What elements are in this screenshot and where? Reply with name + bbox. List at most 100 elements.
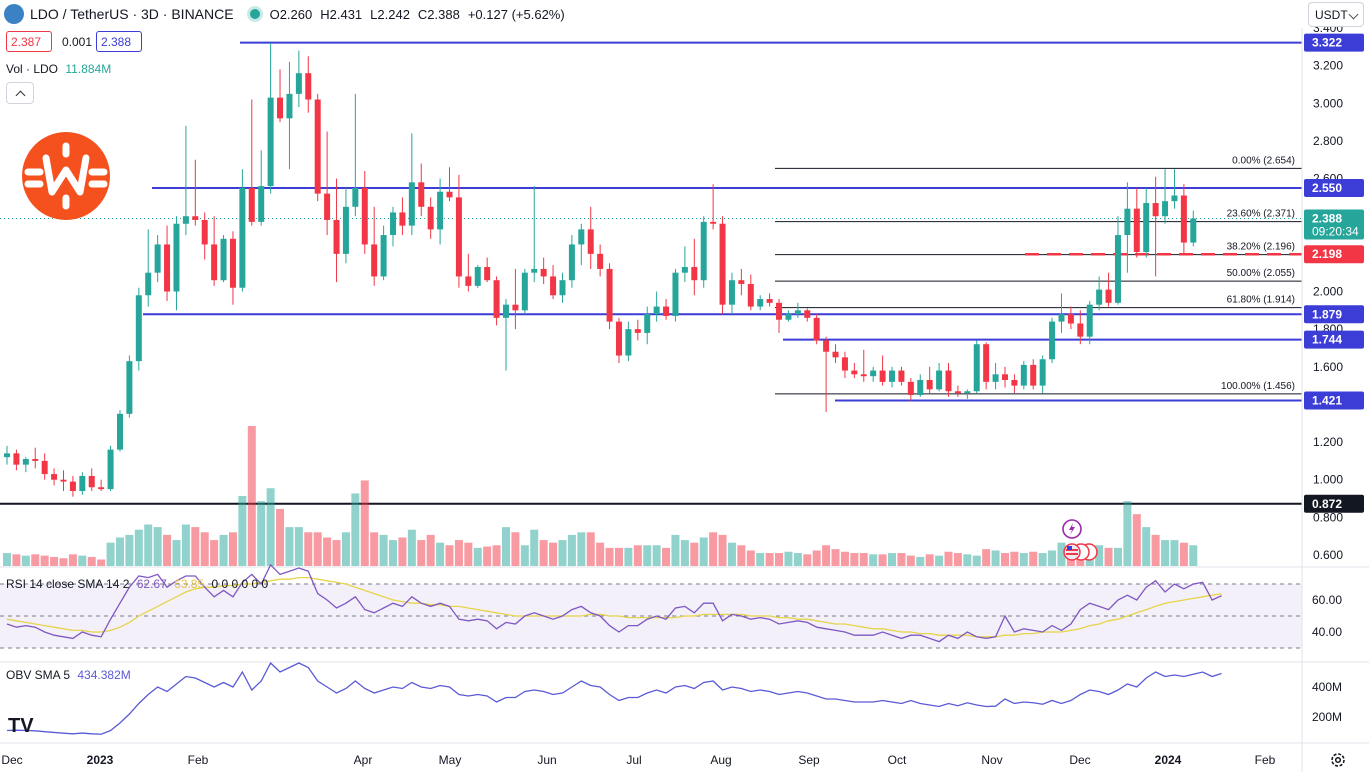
- price-label-tag[interactable]: [1304, 494, 1364, 513]
- volume-bar: [1104, 547, 1113, 566]
- volume-bar: [332, 540, 341, 566]
- candle-body: [644, 314, 651, 333]
- ldo-logo-icon: [4, 4, 24, 24]
- candle-body: [615, 321, 622, 356]
- fib-level-label: 0.00% (2.654): [1232, 155, 1295, 166]
- fib-retracement-tool[interactable]: 0.00% (2.654) 23.60% (2.371) 38.20% (2.196…: [775, 155, 1302, 395]
- rsi-legend[interactable]: RSI 14 close SMA 14 2 62.67 63.85 0 0 0 …: [6, 577, 268, 591]
- candle-body: [860, 374, 867, 377]
- candle-body: [418, 182, 425, 207]
- candle-body: [954, 391, 961, 394]
- candle-body: [710, 221, 717, 224]
- candle-body: [154, 244, 161, 273]
- volume-bar: [426, 534, 435, 566]
- fib-level-label: 100.00% (1.456): [1221, 381, 1295, 392]
- time-axis[interactable]: Dec 2023 Feb Apr May Jun Jul Aug Sep Oct Nov Dec 202…: [1, 753, 1275, 767]
- horizontal-lines[interactable]: [0, 41, 1302, 505]
- volume-bar: [464, 542, 473, 566]
- obv-legend-value: 434.382M: [77, 668, 131, 682]
- volume-bar: [558, 540, 567, 566]
- price-label-tag[interactable]: [1304, 305, 1364, 324]
- volume-bar: [31, 554, 40, 566]
- fib-level-label: 38.20% (2.196): [1227, 242, 1295, 253]
- candle-body: [1058, 314, 1065, 322]
- volume-bar: [916, 556, 925, 566]
- volume-bar: [530, 529, 539, 566]
- candle-body: [992, 374, 999, 382]
- candle-body: [634, 329, 641, 333]
- volume-legend-label: Vol · LDO: [6, 62, 59, 76]
- volume-bar: [323, 537, 332, 566]
- volume-bar: [219, 534, 228, 566]
- candle-body: [408, 182, 415, 226]
- price-label-tag[interactable]: [1304, 391, 1364, 410]
- volume-legend[interactable]: Vol · LDO 11.884M: [6, 62, 111, 76]
- rsi-legend-value: 62.67: [136, 577, 167, 591]
- obv-legend[interactable]: OBV SMA 5 434.382M: [6, 668, 131, 682]
- volume-bar: [1038, 553, 1047, 566]
- volume-bar: [483, 546, 492, 566]
- events-icons[interactable]: [1058, 516, 1104, 562]
- volume-bar: [614, 547, 623, 566]
- fib-level-label: 61.80% (1.914): [1227, 295, 1295, 306]
- ohlc-high: H2.431: [320, 6, 363, 22]
- symbol-title[interactable]: LDO / TetherUS · 3D · BINANCE: [30, 6, 234, 22]
- sell-price-button[interactable]: 2.387: [6, 31, 52, 52]
- time-tick-label: Aug: [710, 753, 731, 767]
- volume-bar: [944, 551, 953, 566]
- rsi-legend-sma: 63.85: [174, 577, 205, 591]
- candle-body: [107, 449, 114, 490]
- collapse-legend-button[interactable]: [6, 82, 34, 104]
- volume-bar: [445, 545, 454, 566]
- volume-bar: [982, 549, 991, 566]
- symbol-header: LDO / TetherUS · 3D · BINANCE O2.260 H2.…: [0, 0, 573, 28]
- rsi-pane[interactable]: [0, 563, 1369, 649]
- volume-bar: [501, 527, 510, 566]
- candle-body: [1001, 374, 1008, 380]
- price-label-tag[interactable]: [1304, 330, 1364, 349]
- price-label-tag[interactable]: [1304, 33, 1364, 52]
- obv-pane[interactable]: [0, 661, 1369, 744]
- price-tick-label: 3.000: [1313, 96, 1343, 110]
- candle-body: [1011, 379, 1018, 386]
- volume-bar: [97, 559, 106, 566]
- volume-bar: [436, 542, 445, 566]
- volume-bar: [775, 553, 784, 566]
- price-label-tag[interactable]: [1304, 209, 1364, 240]
- price-tick-label: 3.200: [1313, 59, 1343, 73]
- volume-bar: [935, 555, 944, 566]
- buy-price-button[interactable]: 2.388: [96, 31, 142, 52]
- tradingview-logo[interactable]: TV: [8, 715, 42, 735]
- volume-bar: [1057, 542, 1066, 566]
- candle-body: [907, 381, 914, 396]
- candle-body: [135, 295, 142, 362]
- volume-bar: [1132, 514, 1141, 566]
- price-tick-label: 2.800: [1313, 134, 1343, 148]
- volume-bar: [1000, 553, 1009, 566]
- candle-body: [879, 370, 886, 382]
- settings-gear-icon[interactable]: [1329, 751, 1347, 769]
- candle-body: [794, 310, 801, 315]
- volume-bar: [840, 551, 849, 566]
- volume-bar: [859, 553, 868, 566]
- time-tick-label: Dec: [1069, 753, 1090, 767]
- volume-bar: [643, 545, 652, 566]
- volume-bar: [21, 555, 30, 566]
- candle-body: [277, 97, 284, 119]
- candle-body: [41, 460, 48, 475]
- candle-body: [220, 238, 227, 281]
- price-label-tag[interactable]: [1304, 245, 1364, 264]
- candle-body: [1086, 304, 1093, 337]
- candle-body: [1114, 235, 1121, 303]
- volume-bar: [68, 554, 77, 566]
- candle-body: [145, 272, 152, 296]
- candle-body: [1133, 208, 1140, 252]
- candle-body: [983, 344, 990, 382]
- candle-body: [945, 370, 952, 392]
- price-label-tag[interactable]: [1304, 178, 1364, 197]
- candle-body: [164, 244, 171, 292]
- currency-unit-dropdown[interactable]: USDT: [1308, 2, 1364, 27]
- price-axis[interactable]: 3.4003.2003.0002.8002.6002.4002.2002.000…: [1301, 21, 1364, 772]
- candle-body: [578, 229, 585, 245]
